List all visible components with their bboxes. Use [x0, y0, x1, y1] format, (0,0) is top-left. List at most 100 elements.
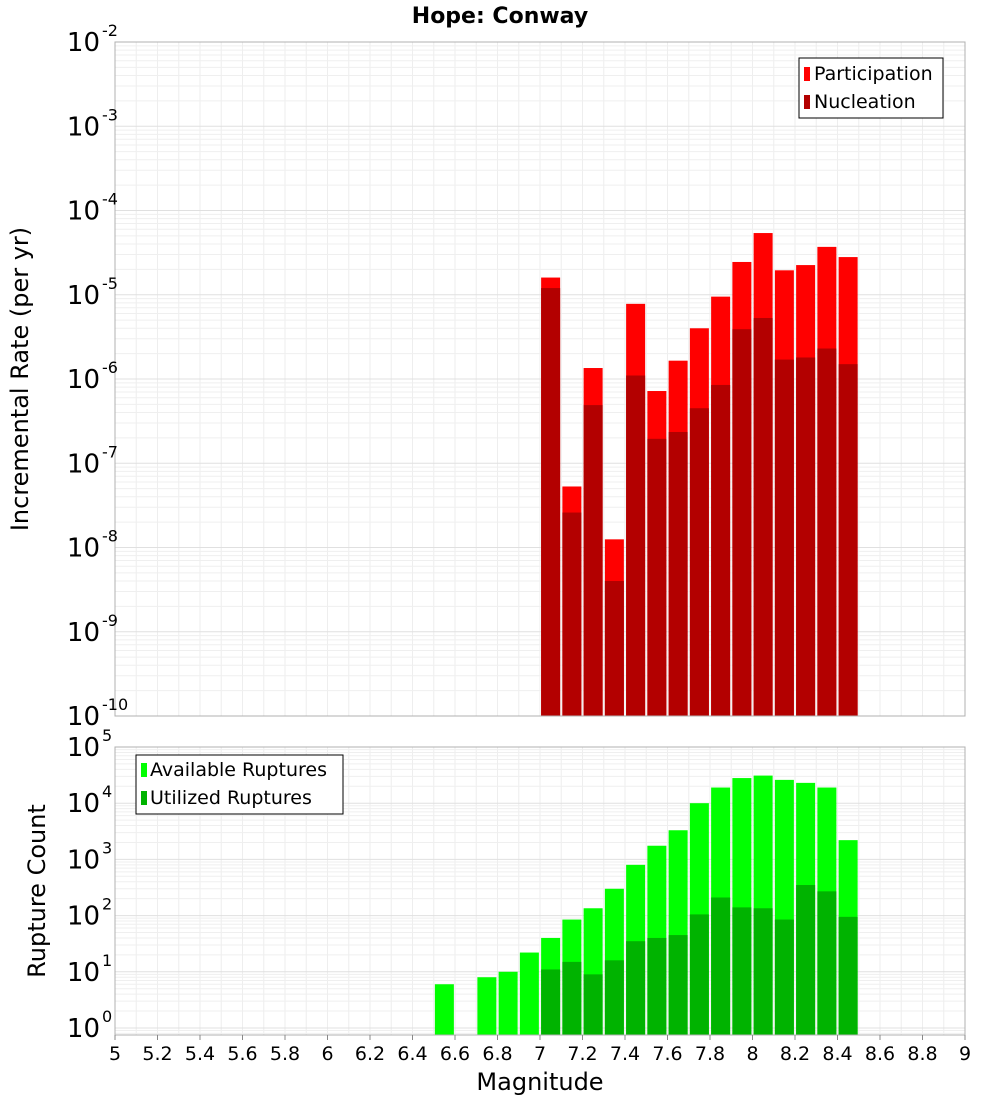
- bar-nucleation: [753, 317, 773, 716]
- x-ticks: 5 5.2 5.4 5.6 5.8 6 6.2 6.4 6.6 6.8 7 7.2 7.4 7.6 7.8 8…: [109, 1035, 971, 1065]
- x-tick-label: 6.4: [397, 1043, 427, 1065]
- bar-utilized: [732, 907, 752, 1035]
- bottom-y-tick-label: 10: [67, 789, 100, 819]
- bar-available: [477, 977, 497, 1035]
- bar-available: [434, 984, 454, 1035]
- top-y-tick-label: 10: [67, 197, 100, 227]
- top-y-tick-exponent: -9: [102, 611, 118, 630]
- bottom-y-tick-label: 10: [67, 845, 100, 875]
- bar-utilized: [817, 891, 837, 1035]
- x-tick-label: 5: [109, 1043, 121, 1065]
- bottom-y-tick-exponent: 5: [102, 726, 112, 745]
- bar-available: [498, 971, 518, 1035]
- top-grid: [114, 42, 966, 717]
- chart-title: Hope: Conway: [412, 4, 588, 29]
- bar-nucleation: [647, 438, 667, 716]
- x-tick-label: 7.2: [567, 1043, 597, 1065]
- bottom-y-tick-exponent: 4: [102, 782, 112, 801]
- top-y-tick-exponent: -3: [102, 105, 118, 124]
- x-tick-label: 8.6: [865, 1043, 895, 1065]
- top-y-tick-exponent: -5: [102, 274, 118, 293]
- x-tick-label: 7.8: [695, 1043, 725, 1065]
- bar-utilized: [689, 914, 709, 1035]
- x-tick-label: 7: [534, 1043, 546, 1065]
- bar-utilized: [583, 974, 603, 1035]
- bar-nucleation: [838, 364, 858, 716]
- bar-nucleation: [796, 357, 816, 716]
- legend-swatch-participation: [804, 67, 810, 81]
- x-tick-label: 7.4: [610, 1043, 640, 1065]
- bar-nucleation: [626, 375, 646, 716]
- bar-utilized: [604, 960, 624, 1035]
- bar-nucleation: [604, 581, 624, 716]
- bottom-bars: [434, 775, 858, 1035]
- x-tick-label: 6.2: [355, 1043, 385, 1065]
- legend-label-participation: Participation: [814, 63, 933, 85]
- top-y-tick-label: 10: [67, 28, 100, 58]
- legend-label-nucleation: Nucleation: [814, 91, 916, 113]
- legend-swatch-nucleation: [804, 95, 810, 109]
- bar-utilized: [562, 961, 582, 1035]
- legend-label-available: Available Ruptures: [150, 759, 327, 781]
- top-y-tick-exponent: -6: [102, 358, 118, 377]
- bottom-y-tick-label: 10: [67, 902, 100, 932]
- bar-nucleation: [583, 405, 603, 716]
- x-tick-label: 5.2: [142, 1043, 172, 1065]
- bar-utilized: [753, 908, 773, 1035]
- x-tick-label: 5.8: [270, 1043, 300, 1065]
- x-tick-label: 7.6: [652, 1043, 682, 1065]
- bottom-y-tick-exponent: 1: [102, 951, 112, 970]
- x-tick-label: 8.8: [907, 1043, 937, 1065]
- bottom-y-tick-exponent: 3: [102, 838, 112, 857]
- bar-nucleation: [774, 359, 794, 716]
- bottom-legend: Available Ruptures Utilized Ruptures: [135, 754, 344, 815]
- legend-swatch-available: [141, 763, 147, 777]
- bottom-y-tick-exponent: 2: [102, 895, 112, 914]
- bar-nucleation: [732, 329, 752, 716]
- bar-available: [519, 952, 539, 1035]
- x-tick-label: 8.2: [780, 1043, 810, 1065]
- bottom-y-tick-exponent: 0: [102, 1007, 112, 1026]
- bar-utilized: [711, 897, 731, 1035]
- top-plot-border: [114, 41, 966, 717]
- bar-utilized: [647, 937, 667, 1035]
- top-y-tick-exponent: -4: [102, 190, 118, 209]
- top-y-tick-label: 10: [67, 449, 100, 479]
- bar-utilized: [541, 969, 561, 1035]
- top-y-tick-label: 10: [67, 702, 100, 732]
- x-tick-label: 6.8: [482, 1043, 512, 1065]
- bottom-y-tick-label: 10: [67, 733, 100, 763]
- x-tick-label: 5.6: [227, 1043, 257, 1065]
- bottom-grid: [114, 747, 966, 1035]
- top-bars: [541, 233, 858, 716]
- top-y-tick-exponent: -2: [102, 21, 118, 40]
- x-tick-label: 6: [321, 1043, 333, 1065]
- x-axis-label: Magnitude: [476, 1068, 603, 1096]
- x-tick-label: 8: [746, 1043, 758, 1065]
- bottom-legend-box: [135, 754, 344, 815]
- top-y-tick-label: 10: [67, 365, 100, 395]
- top-legend-box: [798, 57, 944, 119]
- x-tick-label: 6.6: [440, 1043, 470, 1065]
- top-y-tick-exponent: -7: [102, 442, 118, 461]
- top-y-tick-exponent: -8: [102, 527, 118, 546]
- x-tick-label: 5.4: [185, 1043, 215, 1065]
- bar-utilized: [796, 885, 816, 1035]
- bar-utilized: [838, 916, 858, 1035]
- x-tick-label: 8.4: [822, 1043, 852, 1065]
- legend-label-utilized: Utilized Ruptures: [150, 787, 312, 809]
- bottom-y-axis-label: Rupture Count: [23, 804, 51, 978]
- bar-nucleation: [817, 348, 837, 716]
- top-y-tick-label: 10: [67, 534, 100, 564]
- x-tick-label: 9: [959, 1043, 971, 1065]
- bar-nucleation: [668, 431, 688, 716]
- bottom-y-tick-label: 10: [67, 958, 100, 988]
- top-y-tick-label: 10: [67, 281, 100, 311]
- top-y-tick-exponent: -10: [102, 695, 128, 714]
- top-legend: Participation Nucleation: [798, 57, 944, 119]
- bar-nucleation: [689, 408, 709, 716]
